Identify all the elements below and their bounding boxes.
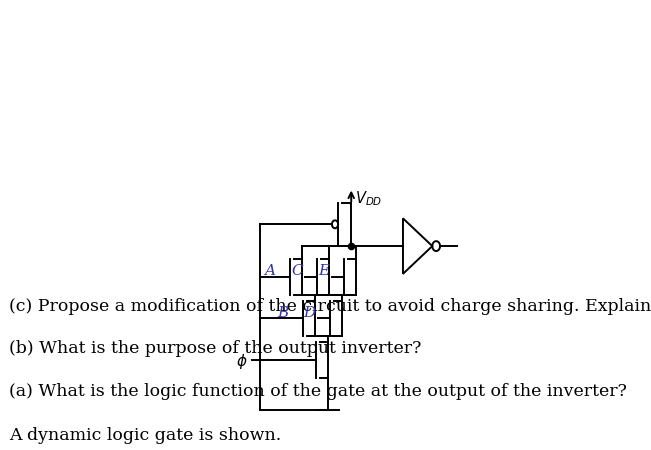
Text: (b) What is the purpose of the output inverter?: (b) What is the purpose of the output in… [9,340,421,357]
Text: (a) What is the logic function of the gate at the output of the inverter?: (a) What is the logic function of the ga… [9,382,627,400]
Text: D: D [303,306,316,320]
Text: $V_{DD}$: $V_{DD}$ [355,189,382,208]
Text: B: B [277,306,288,320]
Text: (c) Propose a modification of the circuit to avoid charge sharing. Explain: (c) Propose a modification of the circui… [9,298,651,315]
Text: E: E [318,264,329,278]
Text: A dynamic logic gate is shown.: A dynamic logic gate is shown. [9,427,281,444]
Text: A: A [264,264,275,278]
Text: $\phi$: $\phi$ [236,352,248,371]
Text: C: C [291,264,303,278]
